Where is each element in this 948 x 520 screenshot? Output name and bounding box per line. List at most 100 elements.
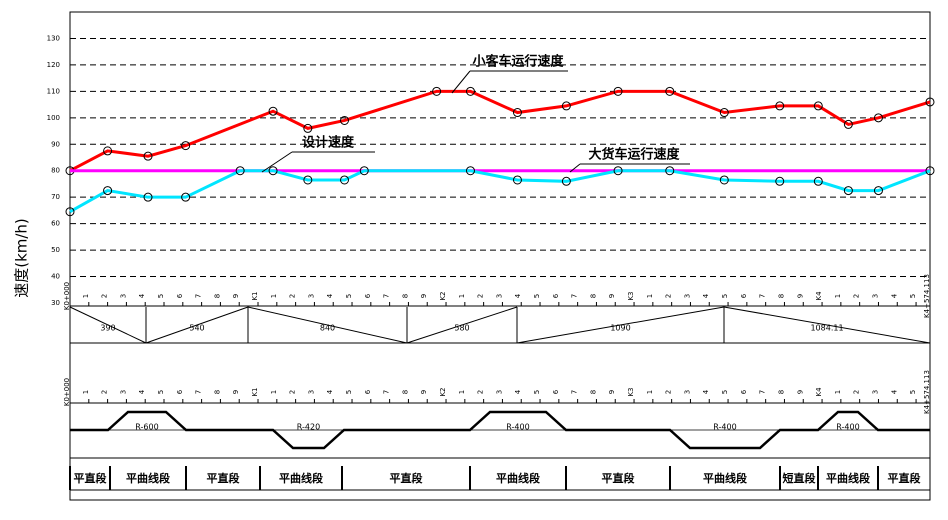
point: [143, 192, 153, 202]
point: [359, 166, 369, 176]
x-tick-label: 7: [571, 390, 579, 394]
x-tick-label: K1: [251, 291, 259, 300]
x-tick-label: 7: [383, 390, 391, 394]
point: [340, 175, 350, 185]
leader: [261, 151, 293, 173]
x-tick-label: 6: [552, 389, 560, 394]
point: [719, 175, 729, 185]
segment-label: 平直段: [602, 471, 635, 485]
x-tick-label: 8: [213, 294, 221, 298]
series-line: [69, 89, 931, 173]
segment-label: 平曲线段: [279, 471, 323, 485]
y-tick-label: 130: [47, 34, 60, 42]
x-tick-label: 3: [495, 390, 503, 394]
y-tick-label: 110: [47, 87, 60, 95]
y-tick-label: 60: [51, 220, 60, 228]
grade-line: [516, 306, 725, 344]
x-tick-label: 5: [157, 390, 165, 394]
x-tick-label: 7: [195, 294, 203, 298]
point: [925, 166, 935, 176]
point: [561, 176, 571, 186]
x-tick-label: 2: [853, 294, 861, 298]
segment-label: 平曲线段: [703, 471, 747, 485]
x-tick-label: 6: [740, 389, 748, 394]
x-tick-label: 1: [458, 390, 466, 394]
x-tick-label: 2: [101, 294, 109, 298]
point: [465, 166, 475, 176]
x-tick-label: 9: [796, 390, 804, 394]
x-tick-label: 1: [646, 390, 654, 394]
x-tick-label: 9: [420, 390, 428, 394]
point: [775, 176, 785, 186]
x-tick-label: 4: [514, 389, 522, 394]
x-tick-label: 3: [307, 390, 315, 394]
x-tick-label: K2: [439, 387, 447, 396]
y-tick-label: 70: [51, 193, 60, 201]
point: [512, 108, 522, 118]
x-tick-label: 4: [138, 293, 146, 298]
x-tick-label: 2: [665, 390, 673, 394]
x-tick-label: 4: [138, 389, 146, 394]
x-tick-label: 5: [909, 390, 917, 394]
point: [873, 113, 883, 123]
grade-line: [69, 306, 147, 344]
curve-label: R-400: [836, 423, 859, 432]
x-tick-label: 3: [119, 390, 127, 394]
x-tick-label: 5: [721, 390, 729, 394]
x-tick-label: 5: [533, 294, 541, 298]
x-tick-label: 4: [326, 293, 334, 298]
grade-label: 840: [320, 324, 335, 333]
x-tick-label: 5: [157, 294, 165, 298]
curve-label: R-420: [297, 423, 320, 432]
x-tick-label: 6: [552, 293, 560, 298]
x-tick-label: 9: [608, 294, 616, 298]
point: [303, 175, 313, 185]
x-tick-label: 9: [232, 390, 240, 394]
point: [561, 101, 571, 111]
x-tick-label: 2: [853, 390, 861, 394]
x-tick-label: 4: [702, 293, 710, 298]
x-tick-label: K0+000: [63, 282, 71, 310]
x-tick-label: 4: [702, 389, 710, 394]
x-tick-label: 9: [420, 294, 428, 298]
x-tick-label: K3: [627, 387, 635, 396]
grade-line: [406, 306, 518, 344]
point: [775, 101, 785, 111]
y-tick-label: 40: [51, 273, 60, 281]
point: [268, 166, 278, 176]
segment-label: 平曲线段: [826, 471, 870, 485]
x-tick-label: 2: [289, 390, 297, 394]
point: [613, 86, 623, 96]
x-tick-label: 3: [871, 390, 879, 394]
x-tick-label: K2: [439, 291, 447, 300]
series-label: 设计速度: [302, 135, 355, 151]
y-tick-label: 100: [47, 114, 60, 122]
point: [719, 108, 729, 118]
x-tick-label: K3: [627, 291, 635, 300]
point: [873, 186, 883, 196]
point: [512, 175, 522, 185]
x-tick-label: 6: [364, 293, 372, 298]
x-tick-label: 7: [383, 294, 391, 298]
x-tick-label: 8: [777, 294, 785, 298]
x-tick-label: 8: [777, 390, 785, 394]
point: [340, 115, 350, 125]
x-tick-label: 5: [909, 294, 917, 298]
point: [665, 86, 675, 96]
x-tick-label: 6: [740, 293, 748, 298]
x-tick-label: 6: [364, 389, 372, 394]
series-line: [69, 169, 931, 214]
x-tick-label: 3: [683, 390, 691, 394]
x-tick-label: 3: [495, 294, 503, 298]
x-tick-label: 9: [796, 294, 804, 298]
x-tick-label: 5: [345, 294, 353, 298]
grade-label: 1090: [610, 324, 630, 333]
x-tick-label: 2: [101, 390, 109, 394]
x-tick-label: 4: [514, 293, 522, 298]
x-tick-label: 9: [608, 390, 616, 394]
point: [813, 101, 823, 111]
x-tick-label: 2: [289, 294, 297, 298]
leader: [451, 70, 471, 94]
x-tick-label: 6: [176, 293, 184, 298]
x-tick-label: 1: [646, 294, 654, 298]
